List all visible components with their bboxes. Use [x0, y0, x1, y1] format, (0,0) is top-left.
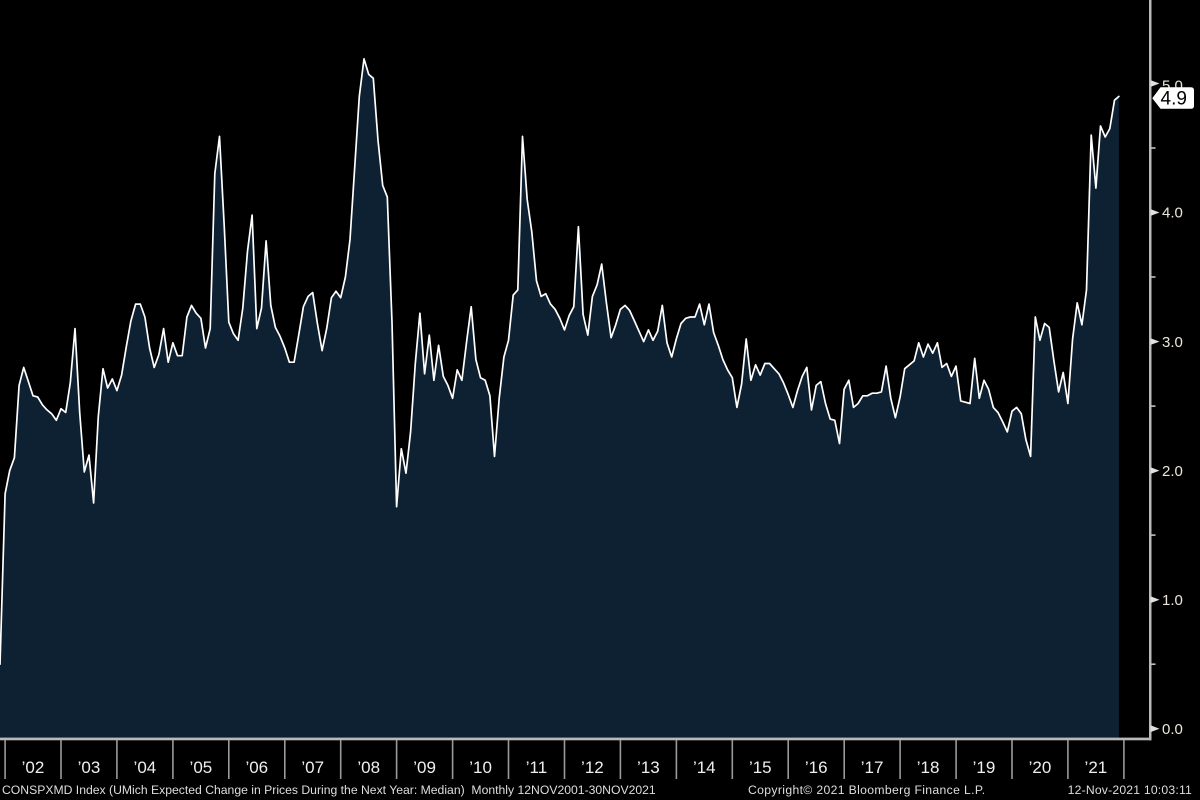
svg-text:’09: ’09	[413, 758, 436, 777]
svg-text:3.0: 3.0	[1162, 334, 1183, 351]
svg-text:’21: ’21	[1085, 758, 1108, 777]
svg-text:’10: ’10	[469, 758, 492, 777]
svg-text:’13: ’13	[637, 758, 660, 777]
svg-text:’11: ’11	[526, 758, 547, 777]
svg-text:’15: ’15	[749, 758, 772, 777]
svg-text:’20: ’20	[1029, 758, 1052, 777]
svg-text:0.0: 0.0	[1162, 721, 1183, 738]
svg-text:’07: ’07	[301, 758, 324, 777]
svg-text:’05: ’05	[190, 758, 213, 777]
svg-text:12-Nov-2021 10:03:11: 12-Nov-2021 10:03:11	[1068, 783, 1192, 797]
svg-text:4.0: 4.0	[1162, 205, 1183, 222]
svg-text:’16: ’16	[805, 758, 828, 777]
svg-text:2.0: 2.0	[1162, 463, 1183, 480]
svg-text:’08: ’08	[357, 758, 380, 777]
svg-text:’03: ’03	[78, 758, 101, 777]
svg-text:’12: ’12	[581, 758, 604, 777]
svg-text:’19: ’19	[973, 758, 996, 777]
svg-text:’14: ’14	[693, 758, 716, 777]
svg-text:’02: ’02	[22, 758, 45, 777]
svg-text:1.0: 1.0	[1162, 592, 1183, 609]
svg-text:’18: ’18	[917, 758, 940, 777]
svg-text:’04: ’04	[134, 758, 157, 777]
svg-text:’06: ’06	[245, 758, 268, 777]
svg-text:CONSPXMD Index (UMich Expected: CONSPXMD Index (UMich Expected Change in…	[2, 783, 656, 797]
svg-text:’17: ’17	[861, 758, 884, 777]
svg-text:Copyright© 2021 Bloomberg Fina: Copyright© 2021 Bloomberg Finance L.P.	[748, 783, 986, 797]
svg-text:4.9: 4.9	[1161, 89, 1187, 110]
